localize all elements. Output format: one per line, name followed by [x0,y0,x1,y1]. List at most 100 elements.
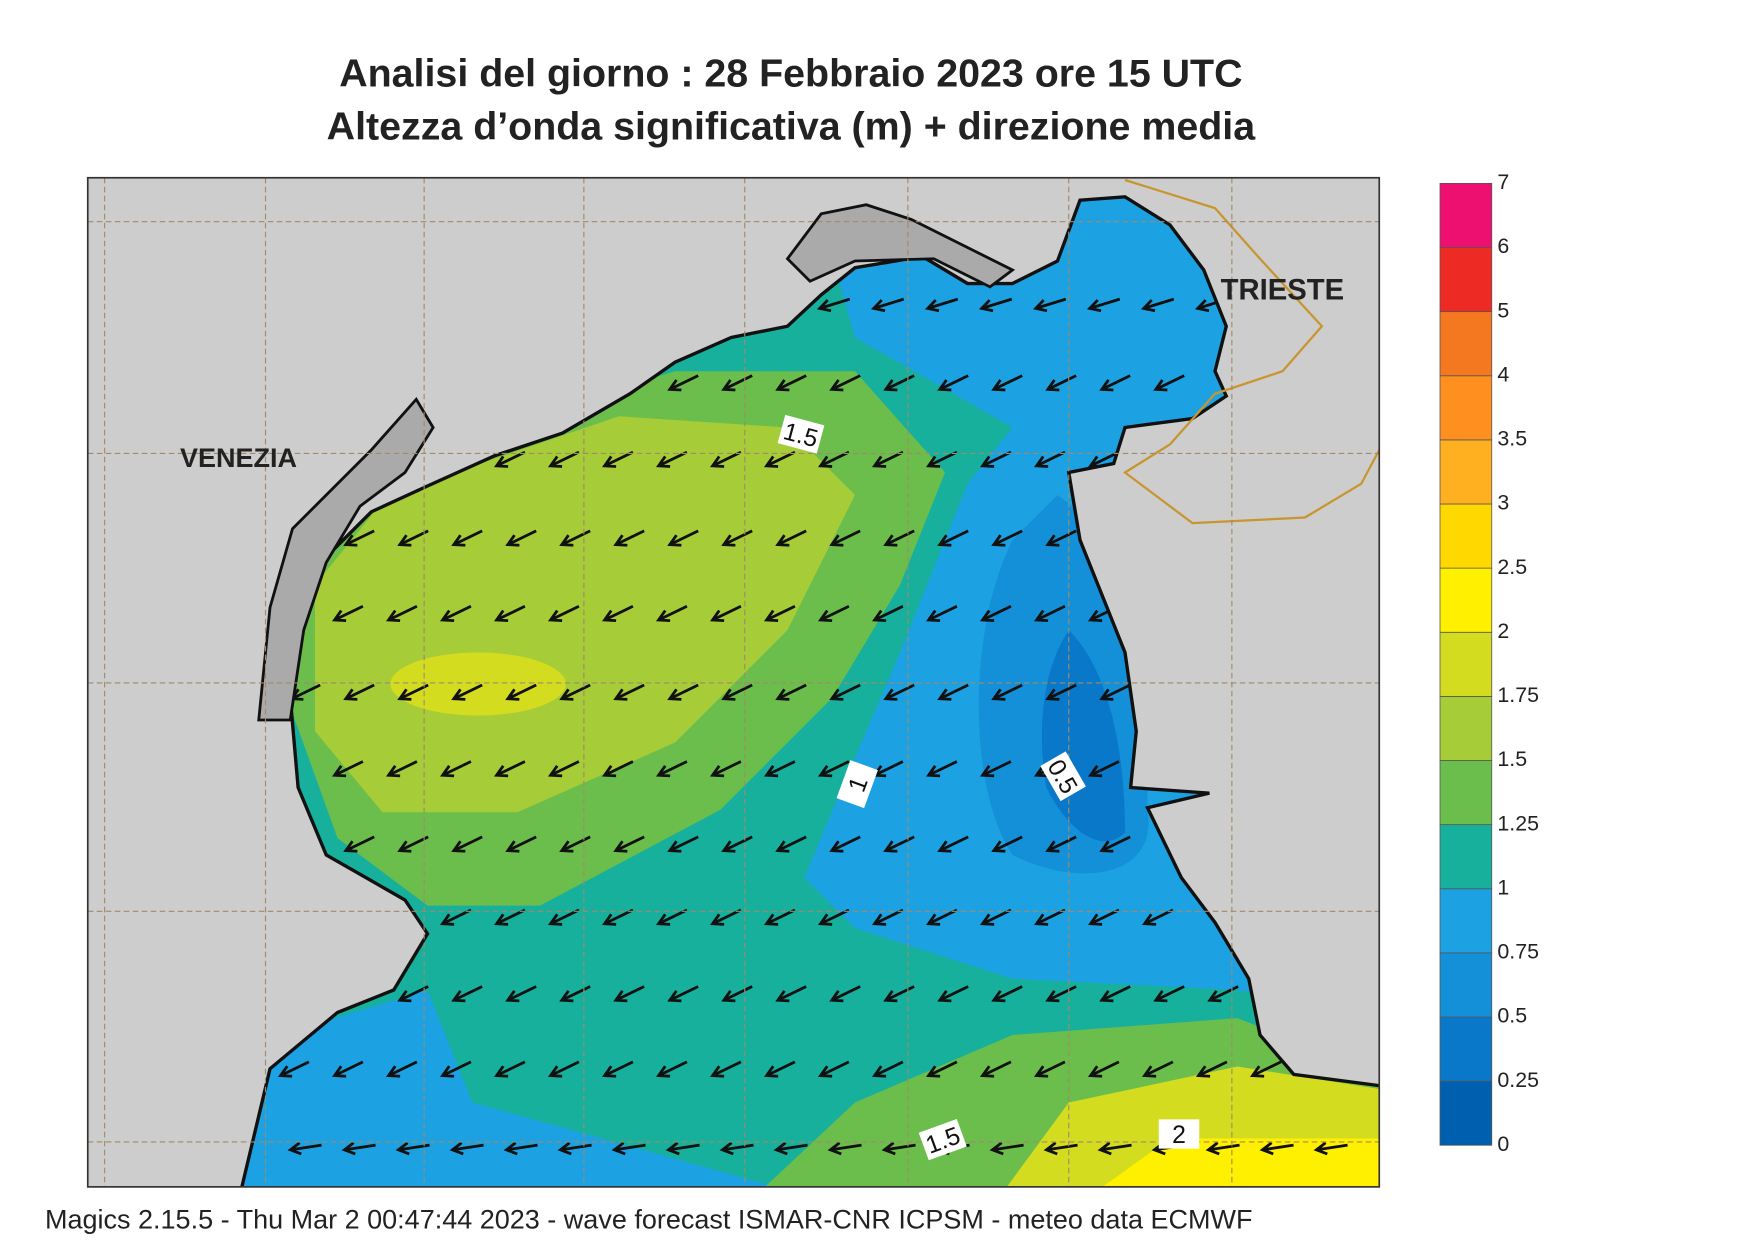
wave-arrow [989,1141,1024,1156]
wave-arrow [451,985,483,1003]
wave-region [390,652,566,716]
wave-arrow [937,835,969,853]
wave-arrow [709,908,742,926]
place-label: TRIESTE [1221,274,1345,306]
wave-arrow [559,985,591,1003]
contour-label-box [836,760,878,809]
wave-arrow [341,1141,376,1156]
wave-arrow [883,374,915,392]
wave-arrow [829,835,861,853]
wave-arrow [937,529,969,547]
wave-arrow [655,1060,688,1078]
wave-arrow [827,1141,862,1156]
wave-arrow [547,760,580,778]
wave-arrow [775,985,807,1003]
colorbar-label: 6 [1497,234,1509,258]
colorbar-segment [1439,439,1493,505]
wave-arrow [829,529,861,547]
wave-arrow [655,908,688,926]
wave-arrow [1207,985,1239,1003]
wave-arrow [547,605,580,623]
wave-arrow [613,683,645,701]
wave-arrow [1140,297,1175,313]
colorbar-label: 1.5 [1497,747,1527,771]
wave-arrow [817,908,850,926]
title-line: Analisi del giorno : 28 Febbraio 2023 or… [339,52,1242,96]
wave-arrow [709,1060,742,1078]
colorbar-segment [1439,824,1493,890]
colorbar-label: 1 [1497,875,1509,899]
wave-arrow [1141,908,1174,926]
wave-arrow [1313,1141,1348,1156]
wave-arrow [287,1141,322,1156]
wave-arrow [991,374,1023,392]
wave-arrow [978,297,1013,313]
colorbar: 0 0.25 0.5 0.75 1 1.25 1.5 1.75 2 2.5 3 3.5 4 5 6 7 [1439,170,1539,1156]
wave-arrow [1205,1141,1240,1156]
wave-arrow [817,760,850,778]
colorbar-label: 3.5 [1497,427,1527,451]
colorbar-label: 1.75 [1497,683,1539,707]
wave-arrow [775,374,807,392]
wave-arrow [829,374,861,392]
place-label: VENEZIA [180,443,297,473]
colorbar-label: 0.75 [1497,940,1539,964]
wave-arrow [343,835,375,853]
wave-arrow [979,1060,1012,1078]
wave-arrow [601,605,634,623]
wave-arrow [979,908,1012,926]
wave-arrow [397,529,429,547]
wave-arrow [1249,1060,1282,1078]
wave-arrow [493,908,526,926]
wave-arrow [397,683,429,701]
wave-arrow [883,529,915,547]
border [1123,178,1380,525]
wave-arrow [883,683,915,701]
wave-arrow [991,835,1023,853]
colorbar-label: 5 [1497,298,1509,322]
wave-arrow [493,1060,526,1078]
wave-arrow [493,605,526,623]
wave-arrow [991,529,1023,547]
wave-arrow [665,1141,700,1156]
wave-arrow [871,1060,904,1078]
wave-arrow [1153,374,1185,392]
wave-arrow [439,605,472,623]
wave-arrow [667,985,699,1003]
wave-arrow [449,1141,484,1156]
wave-arrow [721,835,753,853]
wave-arrow [655,605,688,623]
colorbar-label: 0.25 [1497,1068,1539,1092]
wave-arrow [775,683,807,701]
wave-arrow [397,985,429,1003]
wave-arrow [1033,908,1066,926]
wave-arrow [667,529,699,547]
colorbar-label: 2.5 [1497,555,1527,579]
wave-arrow [763,760,796,778]
wave-arrow [773,1141,808,1156]
wave-arrow [1259,1141,1294,1156]
wave-arrow [613,985,645,1003]
contour-label-text: 2 [1172,1122,1186,1149]
wave-arrow [1045,529,1077,547]
wave-arrow [883,835,915,853]
wave-arrow [1087,760,1120,778]
colorbar-label: 0.5 [1497,1004,1527,1028]
wave-arrow [925,908,958,926]
colorbar-segment [1439,631,1493,697]
wave-arrow [493,450,526,468]
colorbar-label: 1.25 [1497,811,1539,835]
wave-arrow [829,683,861,701]
wave-arrow [547,908,580,926]
wave-arrow [601,908,634,926]
wave-arrow [343,529,375,547]
wave-arrow [505,835,537,853]
colorbar-segment [1439,247,1493,313]
colorbar-label: 0 [1497,1132,1509,1156]
wave-arrow [1099,985,1131,1003]
wave-arrow [1099,835,1131,853]
wave-region [241,990,777,1187]
wave-arrow [829,985,861,1003]
wave-arrow [817,450,850,468]
